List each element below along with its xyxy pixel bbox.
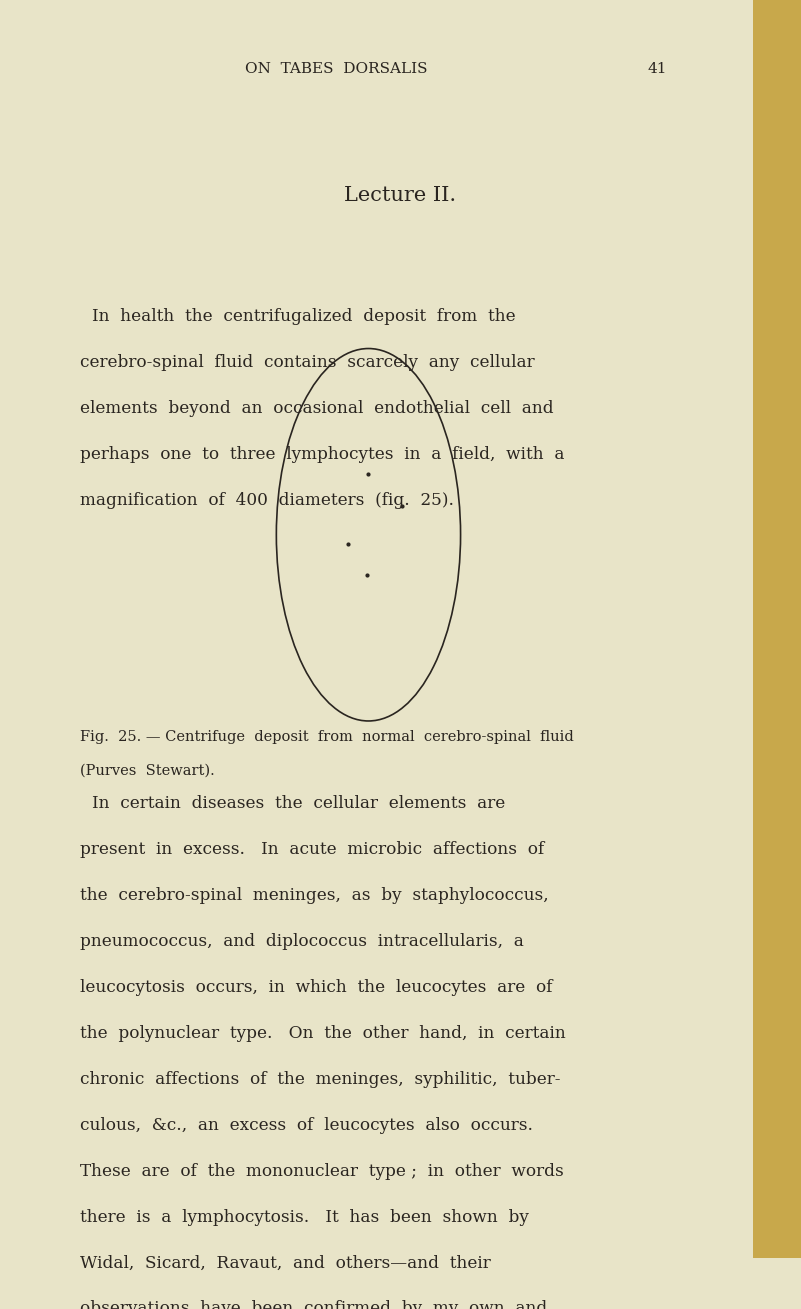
Text: pneumococcus,  and  diplococcus  intracellularis,  a: pneumococcus, and diplococcus intracellu… bbox=[80, 933, 524, 950]
Bar bbox=[753, 0, 801, 1258]
Text: Fig.  25. — Centrifuge  deposit  from  normal  cerebro-spinal  fluid: Fig. 25. — Centrifuge deposit from norma… bbox=[80, 730, 574, 744]
Text: elements  beyond  an  occasional  endothelial  cell  and: elements beyond an occasional endothelia… bbox=[80, 401, 553, 418]
Text: the  polynuclear  type.   On  the  other  hand,  in  certain: the polynuclear type. On the other hand,… bbox=[80, 1025, 566, 1042]
Text: chronic  affections  of  the  meninges,  syphilitic,  tuber-: chronic affections of the meninges, syph… bbox=[80, 1071, 561, 1088]
Text: culous,  &c.,  an  excess  of  leucocytes  also  occurs.: culous, &c., an excess of leucocytes als… bbox=[80, 1117, 533, 1134]
Text: In  certain  diseases  the  cellular  elements  are: In certain diseases the cellular element… bbox=[92, 795, 505, 812]
Text: Lecture II.: Lecture II. bbox=[344, 186, 457, 204]
Text: 41: 41 bbox=[647, 63, 666, 76]
Text: ON  TABES  DORSALIS: ON TABES DORSALIS bbox=[245, 63, 428, 76]
Text: cerebro-spinal  fluid  contains  scarcely  any  cellular: cerebro-spinal fluid contains scarcely a… bbox=[80, 355, 535, 372]
Text: (Purves  Stewart).: (Purves Stewart). bbox=[80, 763, 215, 778]
Text: magnification  of  400  diameters  (fig.  25).: magnification of 400 diameters (fig. 25)… bbox=[80, 492, 454, 509]
Text: These  are  of  the  mononuclear  type ;  in  other  words: These are of the mononuclear type ; in o… bbox=[80, 1162, 564, 1179]
Text: the  cerebro-spinal  meninges,  as  by  staphylococcus,: the cerebro-spinal meninges, as by staph… bbox=[80, 888, 549, 905]
Text: observations  have  been  confirmed  by  my  own  and: observations have been confirmed by my o… bbox=[80, 1300, 547, 1309]
Text: present  in  excess.   In  acute  microbic  affections  of: present in excess. In acute microbic aff… bbox=[80, 842, 545, 859]
Text: Widal,  Sicard,  Ravaut,  and  others—and  their: Widal, Sicard, Ravaut, and others—and th… bbox=[80, 1254, 491, 1271]
Text: there  is  a  lymphocytosis.   It  has  been  shown  by: there is a lymphocytosis. It has been sh… bbox=[80, 1208, 529, 1225]
Text: perhaps  one  to  three  lymphocytes  in  a  field,  with  a: perhaps one to three lymphocytes in a fi… bbox=[80, 446, 565, 463]
Text: leucocytosis  occurs,  in  which  the  leucocytes  are  of: leucocytosis occurs, in which the leucoc… bbox=[80, 979, 553, 996]
Text: In  health  the  centrifugalized  deposit  from  the: In health the centrifugalized deposit fr… bbox=[92, 308, 516, 325]
